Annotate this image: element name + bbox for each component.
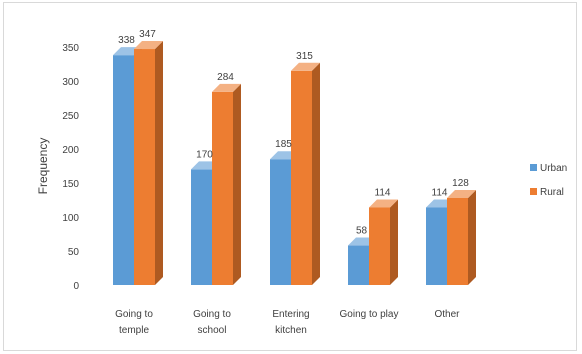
bar-front	[191, 169, 212, 285]
x-tick-label-line: Other	[434, 309, 460, 320]
bar-rural	[212, 83, 241, 285]
data-label: 114	[375, 187, 391, 198]
y-axis-title-group: Frequency	[36, 138, 50, 195]
bar-front	[369, 207, 390, 285]
y-tick-label: 300	[62, 77, 79, 88]
bar-side	[312, 62, 320, 285]
y-tick-label: 150	[62, 179, 79, 190]
data-label: 347	[139, 29, 156, 40]
x-tick-label-line: Entering	[272, 309, 309, 320]
data-label: 338	[118, 35, 135, 46]
data-label: 315	[296, 51, 313, 62]
y-tick-label: 50	[68, 247, 80, 258]
bar-rural	[291, 62, 320, 285]
x-tick-label-line: Going to play	[340, 309, 399, 320]
bar-side	[233, 83, 241, 285]
data-label: 58	[356, 226, 368, 237]
bar-side	[468, 189, 476, 285]
bars	[113, 41, 476, 285]
y-tick-label: 100	[62, 213, 79, 224]
x-axis-ticks: Going to temple Going to school Entering kitc…	[115, 309, 460, 336]
y-axis-title: Frequency	[36, 138, 50, 195]
bar-top	[212, 83, 241, 92]
bar-rural	[369, 199, 398, 285]
x-tick-label: Entering kitchen	[272, 309, 309, 336]
chart-frame	[3, 2, 577, 351]
bar-front	[426, 207, 447, 285]
data-label: 170	[196, 149, 213, 160]
data-label: 185	[275, 139, 292, 150]
x-tick-label-line: Going to	[115, 309, 153, 320]
x-tick-label: Going to play	[340, 309, 399, 320]
legend: Urban Rural	[530, 163, 567, 198]
bar-top	[369, 199, 398, 208]
data-labels: 338 347 170 284 185 315 58 114 114 128	[118, 29, 469, 237]
x-tick-label: Other	[434, 309, 460, 320]
legend-swatch	[530, 164, 537, 171]
x-tick-label: Going to school	[193, 309, 231, 336]
x-tick-label-line: school	[198, 325, 227, 336]
legend-item-rural: Rural	[530, 187, 564, 198]
bar-front	[212, 91, 233, 285]
legend-swatch	[530, 188, 537, 195]
y-tick-label: 350	[62, 43, 79, 54]
data-label: 284	[217, 72, 234, 83]
y-tick-label: 0	[73, 281, 79, 292]
legend-item-urban: Urban	[530, 163, 567, 174]
y-tick-label: 200	[62, 145, 79, 156]
bar-front	[113, 55, 134, 285]
legend-label: Urban	[540, 163, 567, 174]
data-label: 114	[432, 187, 448, 198]
x-tick-label: Going to temple	[115, 309, 153, 336]
bar-front	[348, 245, 369, 285]
bar-side	[390, 199, 398, 285]
bar-front	[134, 49, 155, 285]
bar-top	[291, 62, 320, 71]
bar-side	[155, 41, 163, 285]
bar-front	[447, 197, 468, 285]
y-axis-ticks: 0 50 100 150 200 250 300 350	[62, 43, 79, 292]
y-tick-label: 250	[62, 111, 79, 122]
bar-rural	[134, 41, 163, 285]
x-tick-label-line: kitchen	[275, 325, 307, 336]
bar-top	[134, 41, 163, 50]
bar-rural	[447, 189, 476, 285]
x-tick-label-line: Going to	[193, 309, 231, 320]
legend-label: Rural	[540, 187, 564, 198]
bar-top	[447, 189, 476, 198]
x-tick-label-line: temple	[119, 325, 149, 336]
bar-front	[291, 70, 312, 285]
bar-front	[270, 159, 291, 285]
data-label: 128	[452, 178, 469, 189]
